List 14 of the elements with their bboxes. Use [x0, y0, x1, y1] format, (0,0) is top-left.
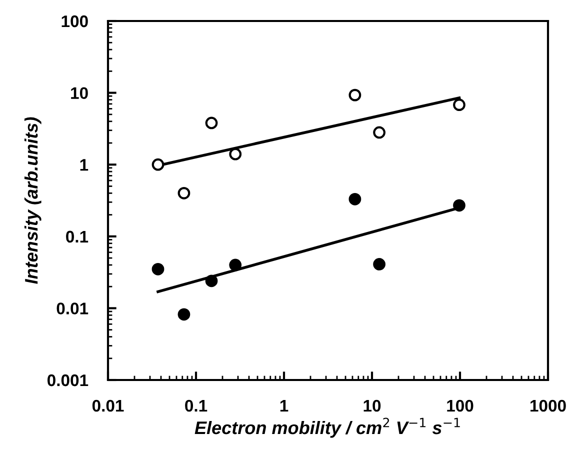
x-tick-label: 0.1: [185, 400, 208, 412]
x-tick-label: 0.01: [92, 400, 124, 412]
x-tick-label: 1000: [530, 400, 566, 412]
y-axis-title: Intensity (arb.units): [24, 117, 42, 284]
y-tick-label: 10: [71, 87, 88, 100]
x-tick-label: 1: [280, 400, 288, 412]
x-tick-label: 100: [447, 400, 474, 412]
x-tick-label: 10: [364, 400, 381, 412]
y-tick-label: 0.001: [48, 374, 88, 386]
y-tick-label: 0.01: [56, 302, 88, 314]
y-tick-label: 1: [80, 159, 88, 171]
y-tick-label: 0.1: [66, 230, 88, 243]
x-axis-title: Electron mobility / cm$^{2}$ V$^{−1}$ s$^{−1}$: [194, 418, 460, 438]
y-tick-label: 100: [62, 15, 88, 28]
